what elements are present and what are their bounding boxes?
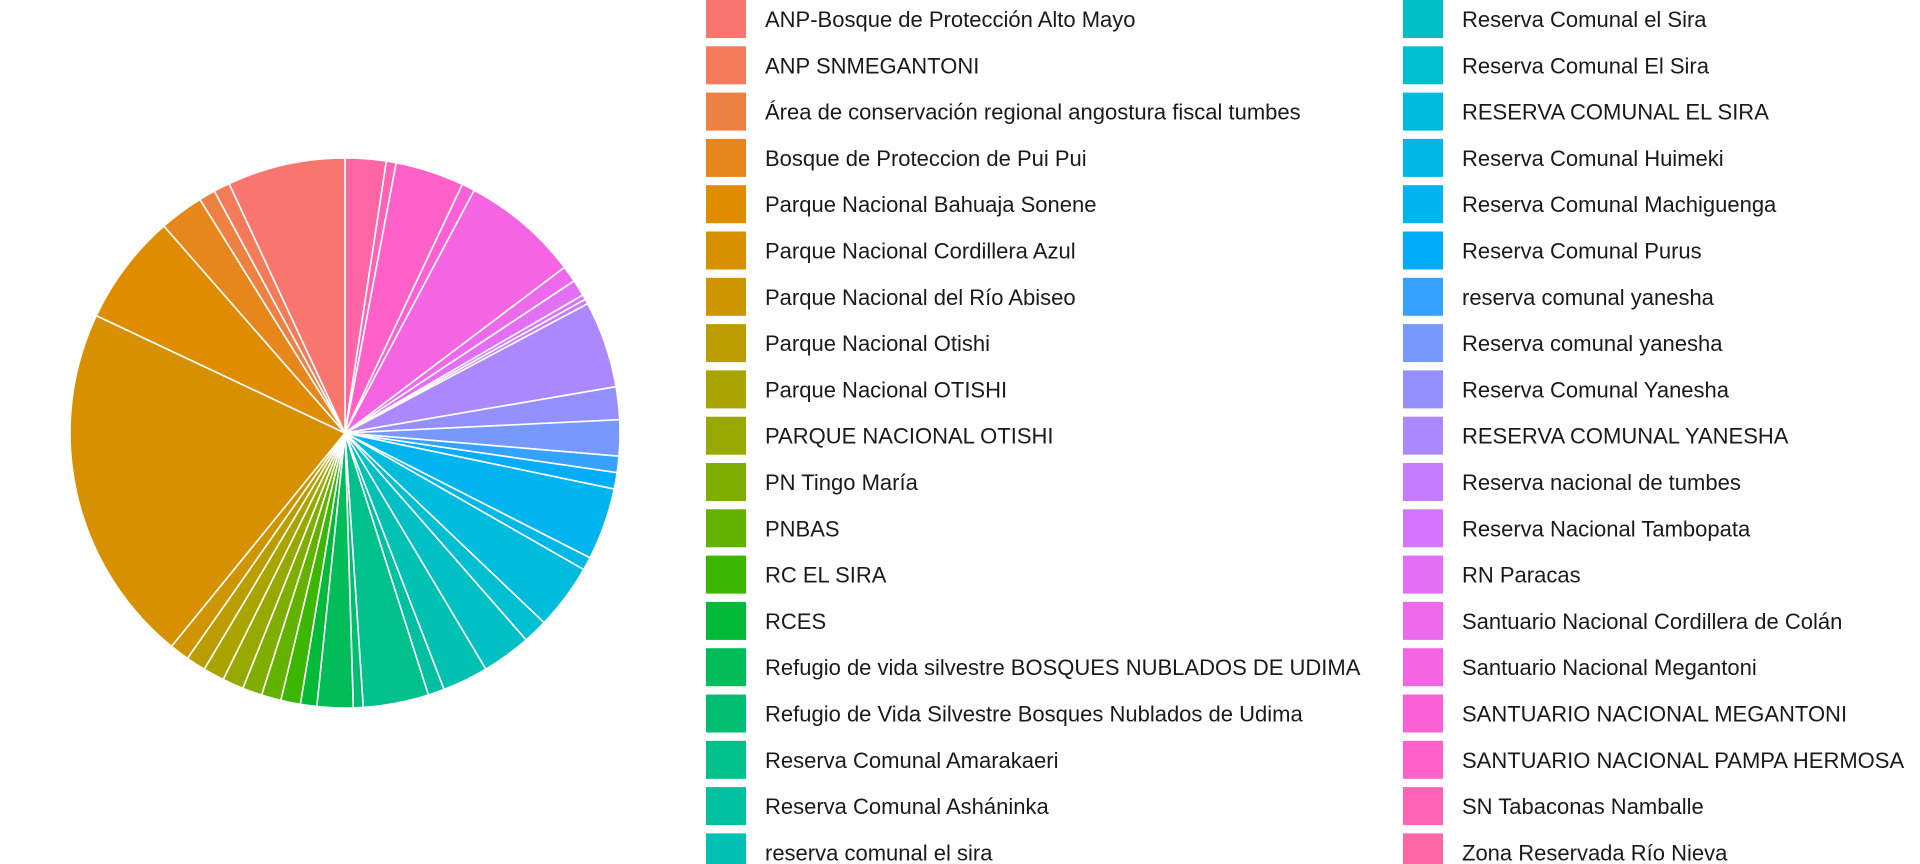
legend-key [706, 324, 746, 363]
legend-key [706, 694, 746, 733]
legend-label: Reserva Comunal Machiguenga [1462, 192, 1777, 217]
legend-key [1403, 231, 1443, 270]
legend-label: Reserva Comunal Huimeki [1462, 146, 1724, 171]
legend-label: RN Paracas [1462, 563, 1581, 588]
legend-key [1403, 787, 1443, 826]
legend-key [1403, 92, 1443, 131]
legend-key [706, 138, 746, 177]
legend-key [1403, 833, 1443, 864]
legend-key [706, 416, 746, 455]
legend-key [706, 231, 746, 270]
legend-key [706, 185, 746, 224]
legend: ANP-Bosque de Protección Alto Mayo ANP SN… [706, 0, 1904, 864]
legend-key [706, 92, 746, 131]
legend-label: Reserva Comunal el Sira [1462, 7, 1707, 32]
legend-label: RESERVA COMUNAL EL SIRA [1462, 100, 1769, 125]
legend-key [706, 833, 746, 864]
legend-label: Reserva Comunal Amarakaeri [765, 748, 1058, 773]
legend-key [706, 509, 746, 548]
legend-key [1403, 509, 1443, 548]
legend-label: Área de conservación regional angostura … [765, 100, 1301, 125]
legend-key [706, 0, 746, 38]
legend-label: SANTUARIO NACIONAL MEGANTONI [1462, 702, 1847, 727]
legend-label: Parque Nacional Otishi [765, 331, 990, 356]
legend-key [1403, 277, 1443, 316]
legend-key [1403, 324, 1443, 363]
legend-key [1403, 46, 1443, 85]
legend-key [706, 463, 746, 501]
legend-key [1403, 648, 1443, 687]
legend-label: Reserva comunal yanesha [1462, 331, 1723, 356]
legend-label: Reserva nacional de tumbes [1462, 470, 1741, 495]
legend-label: Reserva Nacional Tambopata [1462, 516, 1751, 541]
pie-slices [69, 157, 621, 709]
legend-label: Santuario Nacional Megantoni [1462, 655, 1757, 680]
legend-key [1403, 0, 1443, 38]
legend-label: Refugio de vida silvestre BOSQUES NUBLAD… [765, 655, 1361, 680]
legend-key [1403, 138, 1443, 177]
legend-key [706, 740, 746, 779]
pie-slice [69, 314, 347, 648]
legend-label: Santuario Nacional Cordillera de Colán [1462, 609, 1842, 634]
legend-label: Bosque de Proteccion de Pui Pui [765, 146, 1087, 171]
legend-label: Parque Nacional Bahuaja Sonene [765, 192, 1096, 217]
legend-label: PNBAS [765, 516, 840, 541]
legend-label: Parque Nacional OTISHI [765, 377, 1007, 402]
pie-slice [344, 189, 566, 434]
legend-key [706, 555, 746, 594]
pie-slice [95, 224, 346, 434]
legend-key [706, 787, 746, 826]
legend-label: Reserva Comunal Purus [1462, 239, 1702, 264]
legend-key [1403, 416, 1443, 455]
legend-key [1403, 370, 1443, 409]
pie-slice [228, 157, 346, 434]
legend-key [1403, 555, 1443, 594]
legend-label: SANTUARIO NACIONAL PAMPA HERMOSA [1462, 748, 1904, 773]
legend-key [1403, 185, 1443, 224]
legend-key [706, 46, 746, 85]
legend-key [706, 370, 746, 409]
legend-key [1403, 740, 1443, 779]
legend-label: PN Tingo María [765, 470, 919, 495]
legend-label: RCES [765, 609, 826, 634]
legend-label: Parque Nacional del Río Abiseo [765, 285, 1076, 310]
legend-key [706, 277, 746, 316]
legend-key [706, 601, 746, 640]
legend-label: Refugio de Vida Silvestre Bosques Nublad… [765, 702, 1303, 727]
legend-label: ANP-Bosque de Protección Alto Mayo [765, 7, 1136, 32]
legend-label: RC EL SIRA [765, 563, 887, 588]
legend-key [1403, 694, 1443, 733]
legend-key [706, 648, 746, 687]
legend-label: reserva comunal yanesha [1462, 285, 1715, 310]
legend-label: Reserva Comunal El Sira [1462, 53, 1710, 78]
legend-label: reserva comunal el sira [765, 840, 993, 864]
legend-label: Parque Nacional Cordillera Azul [765, 239, 1076, 264]
legend-label: Zona Reservada Río Nieva [1462, 840, 1728, 864]
legend-key [1403, 463, 1443, 501]
legend-key [1403, 601, 1443, 640]
legend-label: Reserva Comunal Asháninka [765, 794, 1049, 819]
legend-label: ANP SNMEGANTONI [765, 53, 979, 78]
legend-label: Reserva Comunal Yanesha [1462, 377, 1730, 402]
legend-label: SN Tabaconas Namballe [1462, 794, 1704, 819]
legend-label: RESERVA COMUNAL YANESHA [1462, 424, 1789, 449]
legend-label: PARQUE NACIONAL OTISHI [765, 424, 1054, 449]
